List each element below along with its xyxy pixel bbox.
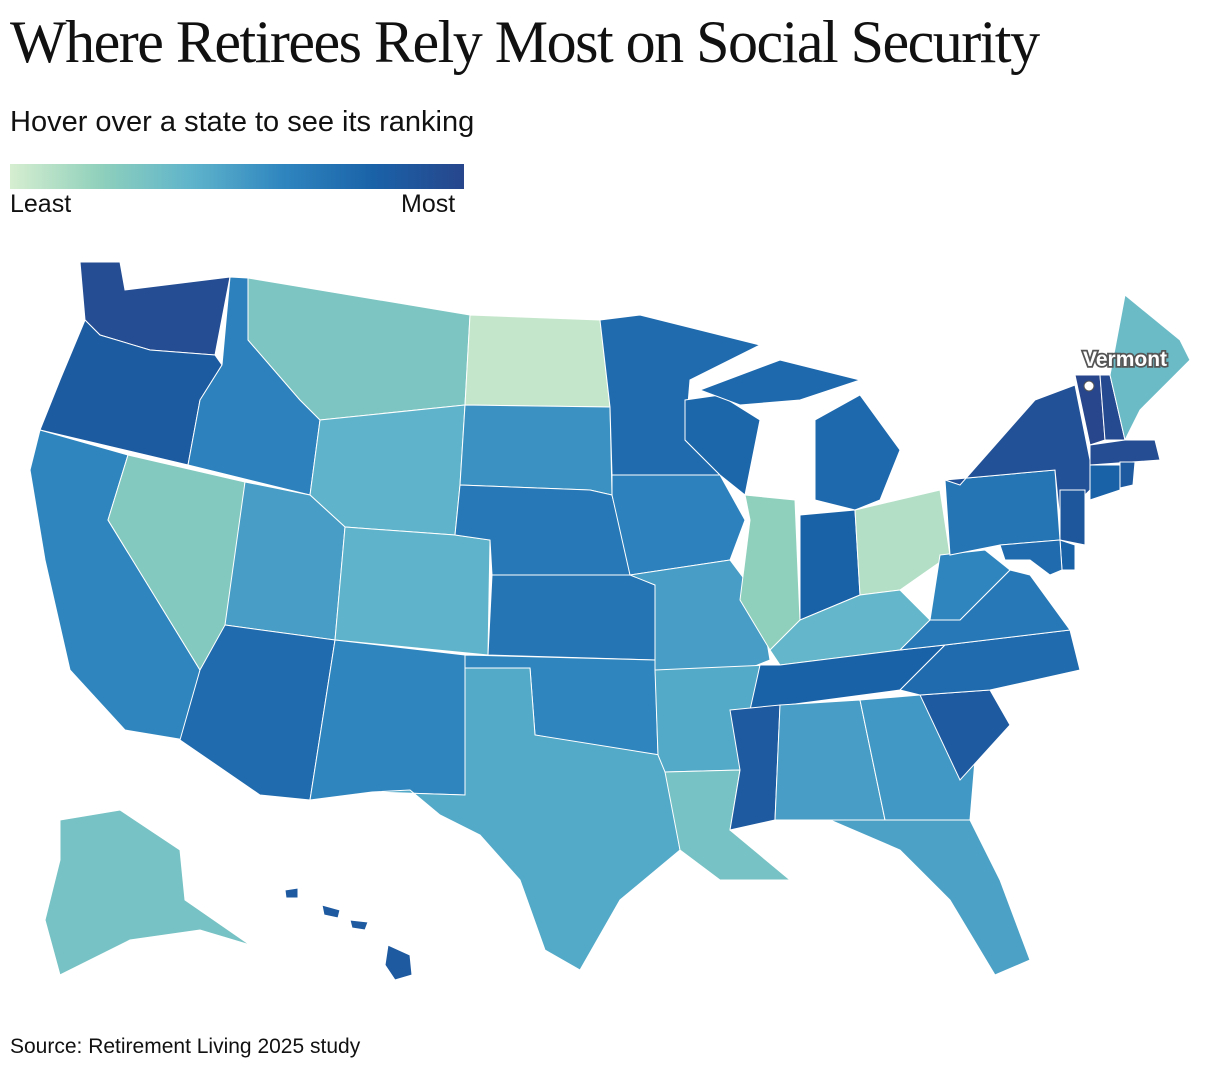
legend-most-label: Most — [401, 190, 456, 218]
state-shape[interactable]: Florida — [829, 819, 1031, 976]
highlight-marker — [1083, 380, 1095, 392]
state-west-virginia[interactable]: West Virginia — [929, 549, 1011, 621]
state-florida[interactable]: Florida — [829, 819, 1031, 976]
state-shape[interactable]: Delaware — [1059, 539, 1076, 571]
state-shape[interactable]: Hawaii — [384, 944, 413, 981]
state-rhode-island[interactable]: Rhode Island — [1119, 461, 1136, 489]
state-colorado[interactable]: Colorado — [334, 526, 491, 656]
state-massachusetts[interactable]: Massachusetts — [1089, 439, 1161, 466]
state-shape[interactable]: Missouri — [628, 559, 771, 671]
state-iowa[interactable]: Iowa — [611, 474, 746, 576]
state-ohio[interactable]: Ohio — [854, 489, 951, 596]
state-shape[interactable]: Kansas — [487, 574, 656, 661]
legend-gradient-bar — [10, 164, 464, 189]
state-alaska[interactable]: Alaska — [44, 809, 251, 976]
state-new-jersey[interactable]: New Jersey — [1059, 489, 1086, 546]
state-shape[interactable]: Colorado — [334, 526, 491, 656]
state-wyoming[interactable]: Wyoming — [309, 404, 466, 536]
state-delaware[interactable]: Delaware — [1059, 539, 1076, 571]
state-shape[interactable]: New Jersey — [1059, 489, 1086, 546]
state-shape[interactable]: South Dakota — [459, 404, 613, 496]
state-shape[interactable]: Michigan — [698, 359, 862, 406]
state-shape[interactable]: Connecticut — [1089, 464, 1121, 501]
state-shape[interactable]: Ohio — [854, 489, 951, 596]
highlighted-state-label: Vermont — [1083, 348, 1167, 371]
state-shape[interactable]: Hawaii — [349, 919, 369, 931]
state-hawaii[interactable]: Hawaii Hawaii Hawaii Hawaii — [284, 887, 413, 981]
state-shape[interactable]: Hawaii — [321, 904, 341, 919]
state-shape[interactable]: Michigan — [814, 394, 901, 511]
state-shape[interactable]: Mississippi — [729, 704, 781, 831]
state-shape[interactable]: New Mexico — [309, 639, 466, 801]
state-mississippi[interactable]: Mississippi — [729, 704, 781, 831]
state-south-dakota[interactable]: South Dakota — [459, 404, 613, 496]
state-missouri[interactable]: Missouri — [628, 559, 771, 671]
state-shape[interactable]: Iowa — [611, 474, 746, 576]
state-north-dakota[interactable]: North Dakota — [464, 314, 611, 408]
state-kansas[interactable]: Kansas — [487, 574, 656, 661]
state-texas[interactable]: Texas — [371, 667, 681, 971]
legend-least-label: Least — [10, 190, 72, 218]
state-shape[interactable]: Massachusetts — [1089, 439, 1161, 466]
state-michigan[interactable]: MichiganMichigan — [698, 359, 901, 511]
state-shape[interactable]: Texas — [371, 667, 681, 971]
state-shape[interactable]: Wyoming — [309, 404, 466, 536]
state-shape[interactable]: West Virginia — [929, 549, 1011, 621]
state-maryland[interactable]: Maryland — [999, 539, 1063, 576]
state-shape[interactable]: Alaska — [44, 809, 251, 976]
state-new-mexico[interactable]: New Mexico — [309, 639, 466, 801]
state-shape[interactable]: Maryland — [999, 539, 1063, 576]
page-title: Where Retirees Rely Most on Social Secur… — [10, 9, 1040, 75]
source-note: Source: Retirement Living 2025 study — [10, 1035, 361, 1058]
state-shape[interactable]: North Dakota — [464, 314, 611, 408]
state-shape[interactable]: Rhode Island — [1119, 461, 1136, 489]
subtitle: Hover over a state to see its ranking — [10, 106, 475, 138]
us-state-map: WashingtonOregonCaliforniaNevadaIdahoMon… — [29, 261, 1191, 981]
state-shape[interactable]: Hawaii — [284, 887, 299, 899]
state-connecticut[interactable]: Connecticut — [1089, 464, 1121, 501]
